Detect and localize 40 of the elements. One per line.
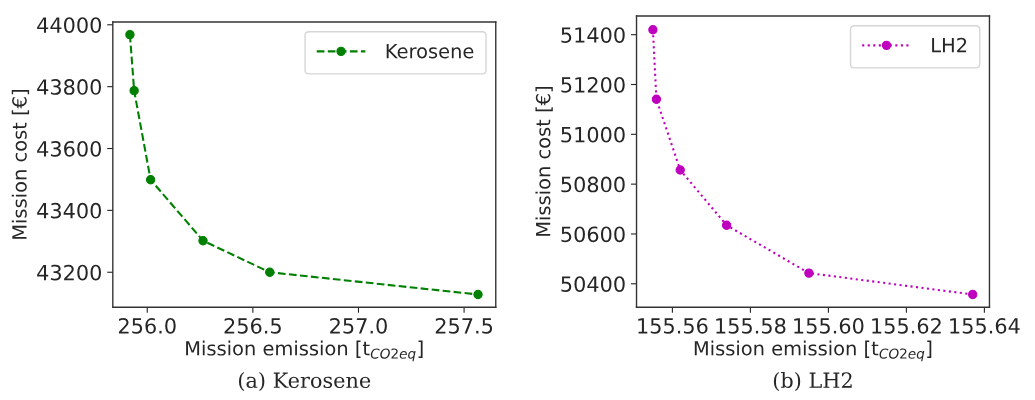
point	[125, 30, 135, 40]
y-axis-title: Mission cost [€]	[535, 87, 553, 236]
point	[473, 289, 483, 300]
y-tick-label: 50400	[561, 276, 625, 292]
y-tick-label: 44000	[37, 17, 102, 33]
x-tick-label: 155.56	[638, 317, 708, 334]
text: (a) Kerosene	[238, 371, 371, 391]
y-tick-label: 43800	[37, 79, 102, 95]
x-tick-label: 155.64	[950, 317, 1020, 334]
point	[968, 289, 978, 300]
x-tick-label: 257.0	[330, 317, 387, 334]
point	[129, 85, 139, 96]
point	[675, 165, 685, 175]
point	[648, 25, 658, 35]
y-tick-label: 50800	[561, 176, 625, 193]
legend-label: Kerosene	[386, 43, 474, 59]
point	[804, 268, 814, 278]
point	[145, 175, 156, 185]
x-tick-label: 256.0	[118, 317, 176, 334]
x-tick-label: 256.5	[224, 317, 281, 334]
y-tick-label: 51400	[561, 27, 625, 43]
point	[651, 94, 662, 104]
legend-label: LH2	[932, 37, 967, 53]
y-axis-title: Mission cost [€]	[11, 90, 30, 239]
x-tick-label: 257.5	[435, 317, 493, 334]
point	[721, 220, 732, 230]
point	[198, 236, 208, 246]
text: (b) LH2	[773, 371, 852, 391]
point	[265, 267, 275, 277]
y-tick-label: 43400	[37, 202, 102, 219]
x-tick-label: 155.62	[872, 317, 941, 334]
y-tick-label: 43200	[37, 264, 102, 281]
y-tick-label: 51000	[561, 126, 625, 143]
x-axis-title: Mission emission [t$_{CO2eq}$]	[694, 340, 932, 362]
y-tick-label: 43600	[37, 140, 102, 157]
x-tick-label: 155.58	[716, 317, 786, 334]
y-tick-label: 51200	[561, 76, 625, 93]
x-axis-title: Mission emission [t$_{CO2eq}$]	[186, 340, 423, 362]
y-tick-label: 50600	[561, 226, 625, 243]
x-tick-label: 155.60	[794, 317, 864, 334]
